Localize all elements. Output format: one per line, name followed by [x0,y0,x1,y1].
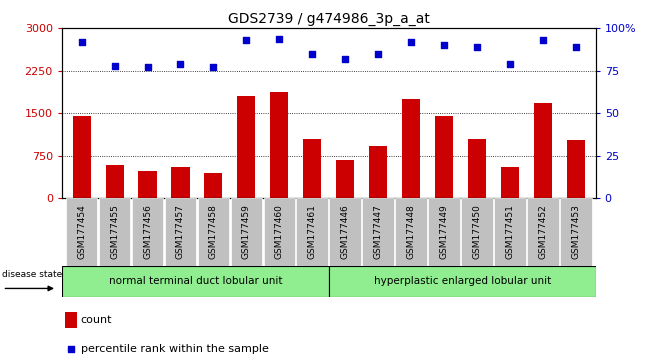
Bar [171,167,189,198]
Bar [329,266,596,297]
Point [109,63,120,69]
Text: normal terminal duct lobular unit: normal terminal duct lobular unit [109,276,282,286]
Bar [567,141,585,198]
Text: GSM177450: GSM177450 [473,204,482,259]
Text: GSM177456: GSM177456 [143,204,152,259]
Bar [72,116,90,198]
Bar [66,198,98,266]
Bar [105,165,124,198]
Point [505,61,515,67]
Bar [369,146,387,198]
Bar [132,198,163,266]
Text: GSM177452: GSM177452 [538,205,547,259]
Point [241,38,251,43]
Bar [494,198,526,266]
Bar [527,198,559,266]
Text: disease state: disease state [3,270,62,279]
Point [208,64,219,70]
Bar [204,173,223,198]
Text: GSM177447: GSM177447 [374,205,383,259]
Bar [139,171,157,198]
Point [472,44,482,50]
Text: hyperplastic enlarged lobular unit: hyperplastic enlarged lobular unit [374,276,551,286]
Bar [62,266,329,297]
Bar [64,312,77,328]
Text: GSM177454: GSM177454 [77,205,86,259]
Bar [336,160,354,198]
Bar [329,198,361,266]
Bar [303,139,322,198]
Point [307,51,318,57]
Point [340,56,350,62]
Bar [435,116,453,198]
Point [538,38,548,43]
Point [571,44,581,50]
Bar [270,92,288,198]
Point [406,39,417,45]
Point [76,39,87,45]
Point [274,36,284,41]
Point [143,64,153,70]
Text: percentile rank within the sample: percentile rank within the sample [81,344,268,354]
Bar [99,198,130,266]
Text: GSM177460: GSM177460 [275,204,284,259]
Text: GSM177461: GSM177461 [308,204,317,259]
Bar [296,198,328,266]
Point [66,346,76,352]
Text: GSM177458: GSM177458 [209,204,218,259]
Bar [428,198,460,266]
Bar [264,198,295,266]
Bar [198,198,229,266]
Bar [560,198,592,266]
Point [373,51,383,57]
Text: GSM177453: GSM177453 [572,204,581,259]
Bar [468,139,486,198]
Text: count: count [81,315,112,325]
Bar [230,198,262,266]
Title: GDS2739 / g474986_3p_a_at: GDS2739 / g474986_3p_a_at [228,12,430,26]
Text: GSM177446: GSM177446 [340,205,350,259]
Text: GSM177449: GSM177449 [439,205,449,259]
Bar [395,198,427,266]
Bar [402,99,420,198]
Bar [363,198,394,266]
Point [175,61,186,67]
Point [439,42,449,48]
Bar [238,96,255,198]
Bar [461,198,493,266]
Bar [165,198,197,266]
Text: GSM177459: GSM177459 [242,204,251,259]
Text: GSM177457: GSM177457 [176,204,185,259]
Text: GSM177448: GSM177448 [407,205,415,259]
Text: GSM177455: GSM177455 [110,204,119,259]
Bar [501,167,519,198]
Text: GSM177451: GSM177451 [505,204,514,259]
Bar [534,103,552,198]
